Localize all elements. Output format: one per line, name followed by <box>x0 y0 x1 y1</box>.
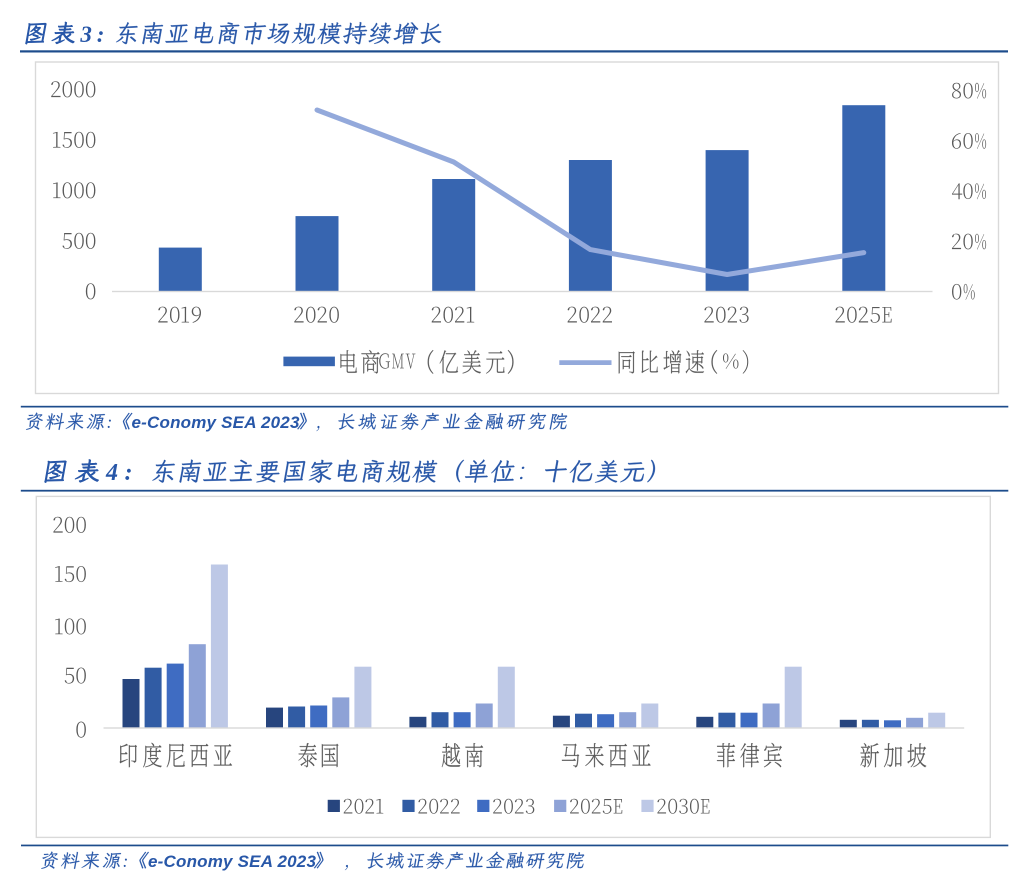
svg-text:e-Conomy SEA 2023: e-Conomy SEA 2023 <box>132 413 300 432</box>
svg-text::: : <box>123 851 129 871</box>
svg-text::: : <box>107 412 113 432</box>
svg-text:3: 3 <box>79 22 92 47</box>
svg-text:4: 4 <box>105 460 118 486</box>
svg-text::: : <box>97 22 105 47</box>
svg-text::: : <box>125 460 133 486</box>
svg-text:e-Conomy SEA 2023: e-Conomy SEA 2023 <box>148 852 316 871</box>
